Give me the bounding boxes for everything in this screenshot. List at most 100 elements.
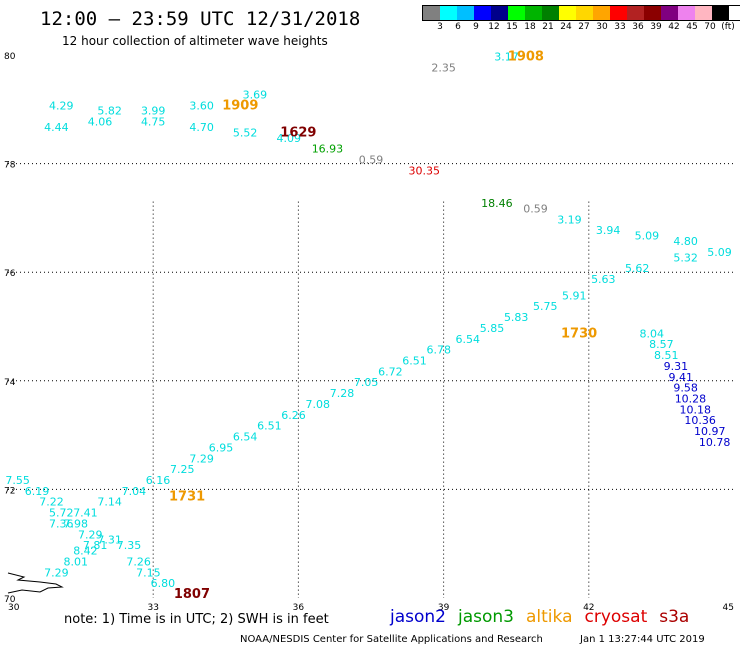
wave-height-label: 18.46 xyxy=(481,197,513,210)
wave-height-label: 7.14 xyxy=(97,496,122,509)
wave-height-label: 7.26 xyxy=(126,555,151,568)
wave-height-label: 3.69 xyxy=(243,88,268,101)
pass-time-label: 1731 xyxy=(169,489,205,504)
wave-height-label: 9.58 xyxy=(673,382,698,395)
colorbar-labels: 3 6 9 12 15 18 21 24 27 30 33 36 39 42 45 70 (ft) xyxy=(422,21,740,33)
wave-height-label: 10.97 xyxy=(694,425,726,438)
colorbar-swatches xyxy=(422,5,740,21)
colorbar-label: 21 xyxy=(542,22,554,32)
colorbar-label: 24 xyxy=(560,22,572,32)
pass-time-label: 1629 xyxy=(280,125,316,140)
wave-height-label: 6.16 xyxy=(146,474,171,487)
wave-height-label: 7.55 xyxy=(5,474,30,487)
colorbar-swatch xyxy=(542,6,559,20)
wave-height-label: 10.78 xyxy=(699,436,731,449)
colorbar-swatch xyxy=(712,6,729,20)
wave-height-label: 10.28 xyxy=(675,393,707,406)
pass-time-label: 1807 xyxy=(174,587,210,602)
wave-height-label: 7.08 xyxy=(306,398,331,411)
longitude-tick-label: 36 xyxy=(293,603,305,613)
wave-height-label: 4.29 xyxy=(49,99,74,112)
wave-height-label: 6.78 xyxy=(427,344,452,357)
wave-height-label: 7.41 xyxy=(73,507,98,520)
wave-height-label: 2.35 xyxy=(431,61,456,74)
wave-height-label: 5.63 xyxy=(591,273,616,286)
colorbar-swatch xyxy=(644,6,661,20)
colorbar-label: 6 xyxy=(455,22,461,32)
pass-time-label: 1730 xyxy=(561,326,597,341)
colorbar-label: 42 xyxy=(668,22,680,32)
wave-height-label: 7.04 xyxy=(122,485,147,498)
satellite-legend: jason2 jason3 altika cryosat s3a xyxy=(390,607,701,627)
wave-height-label: 4.70 xyxy=(189,121,214,134)
wave-height-label: 6.72 xyxy=(378,365,403,378)
legend-item-jason2: jason2 xyxy=(390,607,446,627)
latitude-tick-label: 72 xyxy=(4,486,15,496)
wave-height-label: 7.36 xyxy=(49,517,74,530)
wave-height-label: 3.17 xyxy=(494,50,519,63)
map-subtitle: 12 hour collection of altimeter wave hei… xyxy=(62,34,328,48)
longitude-tick-label: 45 xyxy=(723,603,734,613)
colorbar-label: 30 xyxy=(596,22,608,32)
lat-lon-grid xyxy=(8,163,734,598)
colorbar-swatch xyxy=(559,6,576,20)
colorbar-label: 45 xyxy=(686,22,698,32)
colorbar-label: 3 xyxy=(437,22,443,32)
wave-height-label: 5.83 xyxy=(504,311,529,324)
colorbar-label: 15 xyxy=(506,22,518,32)
wave-height-label: 8.42 xyxy=(73,545,98,558)
wave-height-label: 8.04 xyxy=(639,327,664,340)
longitude-tick-labels: 30 33 36 39 42 45 xyxy=(8,603,734,613)
longitude-tick-label: 30 xyxy=(8,603,20,613)
longitude-tick-label: 42 xyxy=(583,603,594,613)
colorbar-swatch xyxy=(576,6,593,20)
wave-height-label: 3.94 xyxy=(596,224,621,237)
colorbar-label: 36 xyxy=(632,22,644,32)
wave-height-label: 7.29 xyxy=(44,566,69,579)
wave-height-label: 3.99 xyxy=(141,105,166,118)
colorbar-label: 27 xyxy=(578,22,590,32)
colorbar-swatch xyxy=(474,6,491,20)
wave-height-label: 5.52 xyxy=(233,126,258,139)
colorbar-label: 33 xyxy=(614,22,626,32)
wave-height-label: 10.36 xyxy=(684,414,716,427)
wave-height-label: 6.26 xyxy=(281,409,306,422)
latitude-tick-labels: 70 72 74 76 78 80 xyxy=(4,52,16,605)
legend-item-jason3: jason3 xyxy=(458,607,514,627)
wave-height-label: 5.09 xyxy=(707,246,732,259)
wave-height-label: 0.59 xyxy=(359,154,384,167)
colorbar-label: 70 xyxy=(704,22,716,32)
colorbar-label: (ft) xyxy=(721,22,735,32)
colorbar-swatch xyxy=(593,6,610,20)
colorbar-swatch xyxy=(610,6,627,20)
wave-height-label: 6.80 xyxy=(151,577,176,590)
wave-height-label: 7.29 xyxy=(78,528,103,541)
longitude-tick-label: 33 xyxy=(147,603,158,613)
footer-note: note: 1) Time is in UTC; 2) SWH is in fe… xyxy=(64,612,329,627)
wave-height-label: 5.62 xyxy=(625,262,650,275)
wave-height-label: 5.85 xyxy=(480,322,505,335)
wave-height-label: 5.91 xyxy=(562,289,587,302)
wave-height-label: 4.09 xyxy=(276,132,301,145)
wave-height-label: 0.59 xyxy=(523,202,548,215)
wave-height-label: 3.19 xyxy=(557,213,582,226)
wave-height-label: 7.28 xyxy=(330,387,355,400)
wave-height-label: 8.01 xyxy=(64,555,89,568)
legend-item-cryosat: cryosat xyxy=(584,607,648,627)
legend-item-s3a: s3a xyxy=(659,607,690,627)
wave-height-label: 7.29 xyxy=(189,452,214,465)
wave-height-label: 9.41 xyxy=(669,371,694,384)
wave-height-label: 10.18 xyxy=(680,403,712,416)
latitude-tick-label: 74 xyxy=(4,378,16,388)
map-title: 12:00 – 23:59 UTC 12/31/2018 xyxy=(40,8,361,30)
colorbar-swatch xyxy=(508,6,525,20)
wave-height-label: 16.93 xyxy=(312,143,344,156)
colorbar-label: 9 xyxy=(473,22,479,32)
wave-height-label: 6.51 xyxy=(402,355,427,368)
wave-height-label: 4.80 xyxy=(673,235,698,248)
wave-height-label: 5.75 xyxy=(533,300,558,313)
wave-height-label: 6.95 xyxy=(209,441,234,454)
latitude-tick-label: 80 xyxy=(4,52,16,62)
longitude-tick-label: 39 xyxy=(438,603,450,613)
colorbar-swatch xyxy=(440,6,457,20)
